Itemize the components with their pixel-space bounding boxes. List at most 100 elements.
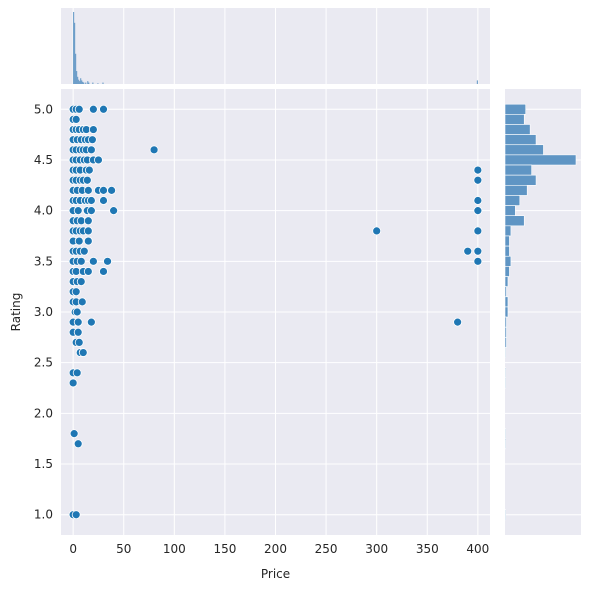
marginal-y-bar	[504, 124, 531, 135]
marginal-y-bar	[504, 306, 509, 318]
scatter-point	[86, 206, 96, 216]
marginal-x-bar	[87, 81, 89, 84]
scatter-points	[68, 104, 483, 520]
marginal-x-bar	[78, 79, 80, 84]
x-tick-label: 300	[365, 542, 388, 556]
y-tick-labels: 1.0 1.5 2.0 2.5 3.0 3.5 4.0 4.5 5.0	[34, 102, 53, 521]
marginal-x-bar	[82, 81, 84, 84]
y-tick-label: 1.5	[34, 457, 53, 471]
marginal-y-bar	[504, 103, 527, 115]
scatter-point	[79, 246, 89, 256]
x-tick-label: 350	[416, 542, 439, 556]
scatter-point	[73, 206, 83, 216]
scatter-point	[72, 307, 82, 317]
scatter-point	[99, 196, 108, 205]
marginal-y-bar	[504, 276, 509, 287]
marginal-x-bar	[85, 82, 87, 84]
scatter-point	[71, 287, 81, 297]
y-tick-label: 1.0	[34, 508, 53, 522]
scatter-point	[88, 125, 98, 134]
marginal-y-bar	[504, 428, 507, 440]
marginal-x-bar	[88, 82, 90, 84]
x-tick-label: 200	[264, 542, 287, 556]
marginal-x-bar	[79, 81, 81, 84]
scatter-point	[109, 206, 119, 216]
scatter-point	[94, 155, 103, 165]
scatter-point	[68, 378, 78, 388]
scatter-point	[74, 236, 84, 246]
scatter-point	[77, 297, 87, 307]
scatter-point	[74, 104, 84, 114]
marginal-x-bar	[97, 83, 99, 84]
scatter-point	[83, 226, 93, 236]
scatter-point	[83, 216, 93, 226]
marginal-x-bar	[102, 82, 104, 84]
x-tick-labels: 0 50 100 150 200 250 300 350 400	[69, 542, 489, 556]
scatter-point	[107, 185, 116, 195]
scatter-point	[473, 206, 483, 216]
y-tick-label: 5.0	[34, 102, 53, 116]
marginal-x-bar	[92, 82, 94, 84]
marginal-y-histogram	[504, 103, 577, 521]
marginal-x-bar	[73, 12, 75, 84]
scatter-point	[463, 246, 473, 256]
marginal-x-bar	[75, 53, 77, 84]
marginal-x-bar	[74, 22, 76, 84]
y-tick-label: 3.5	[34, 254, 53, 268]
scatter-point	[84, 165, 94, 175]
marginal-y-bar	[504, 205, 516, 217]
marginal-y-bar	[504, 134, 537, 146]
marginal-y-bar	[504, 114, 525, 125]
marginal-y-bar	[504, 235, 510, 247]
marginal-x-histogram	[73, 12, 478, 84]
scatter-point	[83, 236, 93, 246]
scatter-point	[69, 429, 79, 439]
marginal-y-bar	[504, 347, 507, 358]
marginal-y-bar	[504, 245, 510, 257]
y-tick-label: 3.0	[34, 305, 53, 319]
marginal-y-bar	[504, 266, 510, 277]
scatter-point	[473, 226, 483, 236]
scatter-point	[372, 226, 382, 236]
scatter-point	[76, 277, 86, 286]
y-tick-label: 4.0	[34, 204, 53, 218]
scatter-point	[99, 267, 108, 276]
scatter-point	[86, 145, 96, 155]
marginal-y-bar	[504, 326, 507, 338]
marginal-x-bar	[476, 80, 478, 84]
scatter-point	[71, 510, 81, 520]
marginal-y-grid	[505, 108, 581, 516]
scatter-point	[78, 348, 88, 357]
scatter-point	[74, 338, 84, 347]
marginal-x-bar	[81, 80, 83, 84]
scatter-point	[473, 246, 483, 256]
scatter-point	[82, 175, 92, 185]
marginal-y-bar	[504, 174, 537, 186]
marginal-x-bar	[80, 78, 82, 84]
scatter-point	[73, 439, 83, 449]
y-axis-label: Rating	[9, 293, 23, 332]
marginal-y-bar	[504, 225, 512, 237]
marginal-y-bar	[504, 509, 507, 521]
scatter-point	[88, 104, 98, 114]
marginal-y-bar	[504, 164, 532, 176]
scatter-point	[88, 256, 98, 266]
marginal-y-bar	[504, 255, 512, 267]
scatter-point	[103, 256, 112, 266]
scatter-point	[149, 145, 159, 155]
y-tick-label: 4.5	[34, 153, 53, 167]
scatter-point	[73, 317, 83, 327]
scatter-point	[473, 175, 483, 185]
scatter-point	[473, 165, 483, 175]
x-axis-label: Price	[261, 567, 290, 581]
scatter-point	[86, 196, 96, 205]
y-tick-label: 2.0	[34, 406, 53, 420]
scatter-point	[473, 256, 483, 266]
x-tick-label: 0	[69, 542, 77, 556]
scatter-point	[473, 196, 483, 205]
scatter-point	[83, 185, 93, 195]
x-tick-label: 100	[163, 542, 186, 556]
marginal-y-bar	[504, 144, 544, 156]
marginal-y-bar	[504, 316, 507, 328]
